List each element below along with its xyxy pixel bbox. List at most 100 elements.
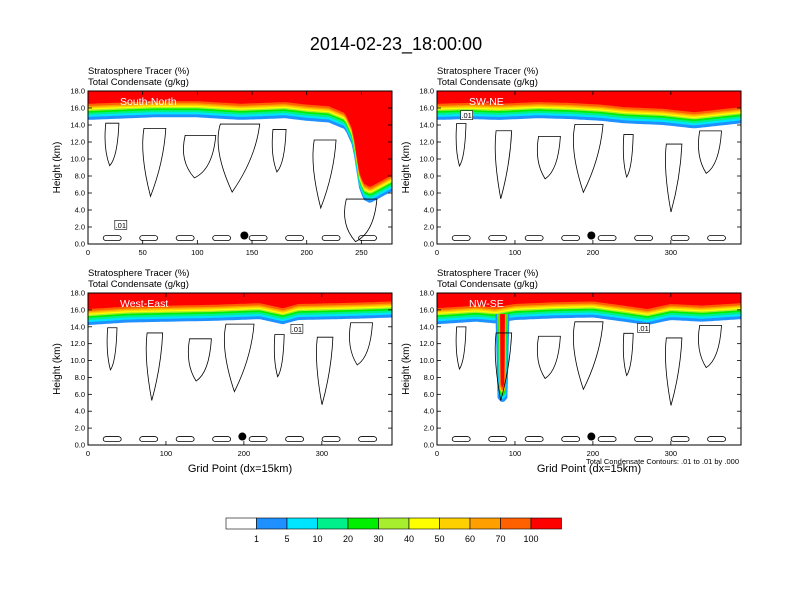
tracer-field bbox=[88, 293, 392, 443]
panel-west-east: 0.0 2.0 4.0 6.0 8.0 10.0 12.0 14.0 16.0 18.0 0 100 2… bbox=[52, 268, 393, 475]
tracer-field bbox=[437, 293, 741, 443]
panel-nw-se: 0.0 2.0 4.0 6.0 8.0 10.0 12.0 14.0 16.0 18.0 0 100 2… bbox=[401, 268, 742, 475]
ytick-label: 2.0 bbox=[75, 223, 85, 232]
colorbar-label: 10 bbox=[312, 534, 322, 544]
panel-label: NW-SE bbox=[469, 298, 504, 310]
colorbar-swatch-1 bbox=[256, 517, 288, 530]
contour-3 bbox=[573, 321, 604, 391]
surface-contour-6 bbox=[670, 436, 690, 443]
colorbar-label: 1 bbox=[254, 534, 259, 544]
ytick-label: 0.0 bbox=[424, 441, 434, 450]
tracer-band-9 bbox=[437, 293, 741, 309]
tracer-band-9 bbox=[88, 293, 392, 309]
ytick-label: 4.0 bbox=[75, 407, 85, 416]
contour-6 bbox=[344, 198, 378, 243]
contour-6 bbox=[349, 322, 373, 366]
xtick-label: 300 bbox=[665, 248, 678, 257]
tracer-band-1 bbox=[88, 91, 392, 200]
ytick-label: 2.0 bbox=[424, 223, 434, 232]
xtick-label: 0 bbox=[435, 248, 439, 257]
surface-contour-6 bbox=[670, 235, 690, 241]
contour-label-box bbox=[114, 220, 128, 230]
panel-header-tracer: Stratosphere Tracer (%) bbox=[437, 66, 538, 77]
surface-contour-6 bbox=[321, 436, 341, 443]
x-axis-label: Grid Point (dx=15km) bbox=[537, 463, 641, 475]
plot-frame bbox=[87, 90, 393, 245]
panel-header-tracer: Stratosphere Tracer (%) bbox=[88, 268, 189, 279]
surface-contour-2 bbox=[175, 235, 195, 241]
surface-contour-4 bbox=[248, 436, 268, 443]
surface-contour-3 bbox=[212, 436, 232, 443]
contour-4 bbox=[622, 134, 634, 179]
colorbar-swatch-3 bbox=[317, 517, 349, 530]
plot-frame bbox=[87, 292, 393, 446]
ytick-label: 10.0 bbox=[70, 155, 85, 164]
ytick-label: 18.0 bbox=[419, 289, 434, 298]
figure-title: 2014-02-23_18:00:00 bbox=[310, 34, 482, 55]
surface-contour-7 bbox=[707, 436, 726, 443]
colorbar-swatch-10 bbox=[530, 517, 562, 530]
contour-5 bbox=[665, 337, 683, 406]
panel-header-condensate: Total Condensate (g/kg) bbox=[437, 279, 538, 290]
contour-2 bbox=[187, 338, 212, 382]
ytick-label: 16.0 bbox=[70, 104, 85, 113]
ytick-label: 12.0 bbox=[419, 339, 434, 348]
surface-contour-7 bbox=[358, 436, 377, 443]
xtick-label: 50 bbox=[139, 248, 147, 257]
xtick-label: 100 bbox=[509, 248, 522, 257]
ytick-label: 18.0 bbox=[70, 87, 85, 96]
contour-5 bbox=[665, 143, 683, 213]
surface-contour-7 bbox=[707, 235, 726, 241]
ytick-label: 8.0 bbox=[424, 373, 434, 382]
panel-header-condensate: Total Condensate (g/kg) bbox=[88, 279, 189, 290]
contour-1 bbox=[494, 332, 513, 401]
panel-label: SW-NE bbox=[469, 96, 504, 108]
colorbar: 1 5 10 20 30 40 50 60 70 100 bbox=[225, 517, 562, 544]
contour-3 bbox=[224, 323, 255, 393]
contour-label: .01 bbox=[116, 221, 126, 230]
contour-1 bbox=[494, 130, 513, 199]
colorbar-label: 20 bbox=[343, 534, 353, 544]
ytick-label: 12.0 bbox=[70, 339, 85, 348]
location-marker bbox=[238, 432, 247, 441]
ytick-label: 4.0 bbox=[75, 206, 85, 215]
contour-5 bbox=[312, 139, 337, 210]
panel-sw-ne: 0.0 2.0 4.0 6.0 8.0 10.0 12.0 14.0 16.0 18.0 0 100 2… bbox=[401, 66, 742, 257]
y-axis-label: Height (km) bbox=[52, 343, 63, 395]
ytick-label: 16.0 bbox=[419, 104, 434, 113]
xtick-label: 100 bbox=[191, 248, 204, 257]
xtick-label: 200 bbox=[587, 248, 600, 257]
colorbar-label: 100 bbox=[523, 534, 538, 544]
ytick-label: 6.0 bbox=[424, 390, 434, 399]
xtick-label: 150 bbox=[246, 248, 259, 257]
surface-contour-0 bbox=[102, 436, 122, 443]
y-axis-label: Height (km) bbox=[52, 142, 63, 194]
colorbar-swatch-6 bbox=[408, 517, 440, 530]
ytick-label: 4.0 bbox=[424, 407, 434, 416]
contour-4 bbox=[271, 129, 287, 173]
colorbar-swatch-8 bbox=[469, 517, 501, 530]
contour-label: .01 bbox=[292, 325, 302, 334]
ytick-label: 6.0 bbox=[75, 390, 85, 399]
xtick-label: 100 bbox=[509, 449, 522, 458]
panel-header-tracer: Stratosphere Tracer (%) bbox=[88, 66, 189, 77]
contour-1 bbox=[142, 128, 167, 198]
surface-contour-4 bbox=[597, 235, 617, 241]
panel-label: West-East bbox=[120, 298, 168, 310]
ytick-label: 12.0 bbox=[419, 138, 434, 147]
intrusion-layer-5 bbox=[500, 314, 505, 388]
tracer-band-9 bbox=[437, 91, 741, 113]
surface-contour-5 bbox=[285, 235, 305, 241]
xtick-label: 250 bbox=[355, 248, 368, 257]
contour-2 bbox=[536, 335, 561, 380]
contour-0 bbox=[455, 123, 467, 167]
colorbar-label: 40 bbox=[404, 534, 414, 544]
xtick-label: 200 bbox=[300, 248, 313, 257]
ytick-label: 10.0 bbox=[70, 356, 85, 365]
condensate-contours bbox=[451, 321, 726, 443]
ytick-label: 14.0 bbox=[419, 121, 434, 130]
colorbar-swatch-2 bbox=[286, 517, 318, 530]
contour-label-box bbox=[290, 324, 304, 334]
panel-label: South-North bbox=[120, 96, 177, 108]
